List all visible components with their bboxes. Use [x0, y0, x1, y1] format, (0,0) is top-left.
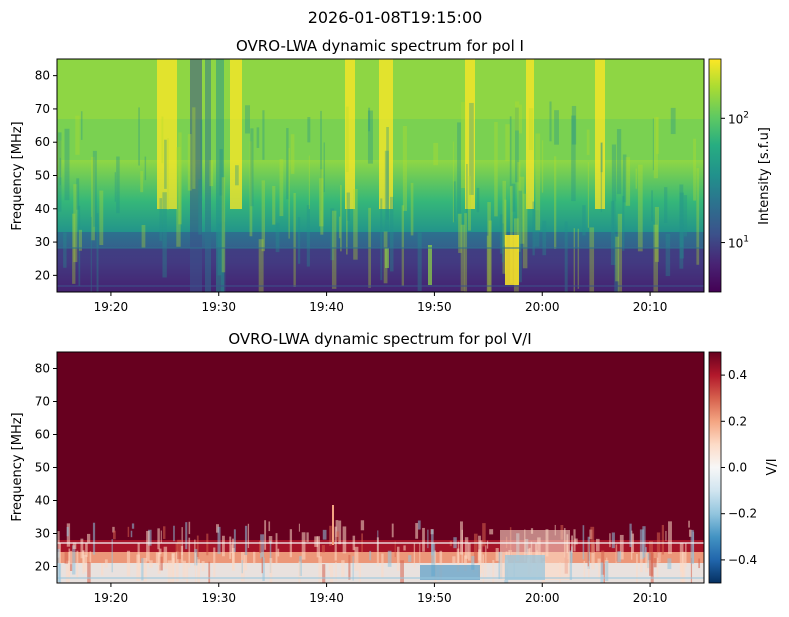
y-tick-label: 80: [35, 362, 50, 376]
x-tick-label: 19:20: [94, 300, 129, 314]
x-tick-label: 19:50: [417, 591, 452, 605]
panel-title-pol-vi: OVRO-LWA dynamic spectrum for pol V/I: [228, 330, 531, 348]
figure-title: 2026-01-08T19:15:00: [308, 8, 483, 27]
y-tick-label: 50: [35, 169, 50, 183]
panel-pol-vi: OVRO-LWA dynamic spectrum for pol V/I 19…: [10, 330, 780, 605]
colorbar-tick-label: 0.4: [728, 368, 747, 382]
x-tick-label: 19:50: [417, 300, 452, 314]
panel-pol-i: OVRO-LWA dynamic spectrum for pol I 19:2…: [10, 37, 772, 314]
axis-ticks-pol-i: 19:20 19:30 19:40 19:50 20:00 20:10 20 30 40 50 60…: [35, 69, 668, 314]
colorbar-tick-label: 0.2: [728, 414, 747, 428]
y-tick-label: 20: [35, 268, 50, 282]
x-tick-label: 20:00: [525, 300, 560, 314]
y-tick-label: 50: [35, 461, 50, 475]
x-tick-label: 19:40: [309, 300, 344, 314]
axis-ticks-pol-vi: 19:20 19:30 19:40 19:50 20:00 20:10 20 30 40 50 60…: [35, 362, 668, 606]
colorbar-tick-label: 102: [728, 110, 749, 126]
colorbar-tick-label: −0.4: [728, 553, 757, 567]
y-tick-label: 80: [35, 69, 50, 83]
x-tick-label: 19:20: [94, 591, 129, 605]
y-tick-label: 70: [35, 395, 50, 409]
y-tick-label: 30: [35, 235, 50, 249]
x-tick-label: 20:10: [633, 300, 668, 314]
colorbar-tick-label: −0.2: [728, 507, 757, 521]
y-tick-label: 60: [35, 135, 50, 149]
colorbar-pol-i: [708, 58, 722, 293]
x-tick-label: 19:40: [309, 591, 344, 605]
y-tick-label: 70: [35, 102, 50, 116]
y-tick-label: 60: [35, 428, 50, 442]
colorbar-ticks-pol-vi: 0.4 0.2 0.0 −0.2 −0.4: [721, 368, 757, 567]
colorbar-label-pol-vi: V/I: [765, 458, 780, 475]
colorbar-label-pol-i: Intensity [s.f.u]: [757, 127, 772, 225]
x-tick-label: 20:00: [525, 591, 560, 605]
y-tick-label: 30: [35, 527, 50, 541]
y-tick-label: 40: [35, 202, 50, 216]
colorbar-ticks-pol-i: 101 102: [721, 110, 749, 251]
heatmap-pol-vi: [57, 352, 704, 583]
x-tick-label: 19:30: [201, 591, 236, 605]
colorbar-tick-label: 101: [728, 235, 749, 251]
x-tick-label: 19:30: [201, 300, 236, 314]
ylabel-pol-vi: Frequency [MHz]: [10, 412, 25, 521]
x-tick-label: 20:10: [633, 591, 668, 605]
ylabel-pol-i: Frequency [MHz]: [10, 121, 25, 230]
colorbar-pol-vi: [708, 351, 722, 584]
colorbar-tick-label: 0.0: [728, 461, 747, 475]
heatmap-pol-i: [57, 59, 704, 292]
panel-title-pol-i: OVRO-LWA dynamic spectrum for pol I: [236, 37, 524, 55]
y-tick-label: 20: [35, 560, 50, 574]
y-tick-label: 40: [35, 494, 50, 508]
